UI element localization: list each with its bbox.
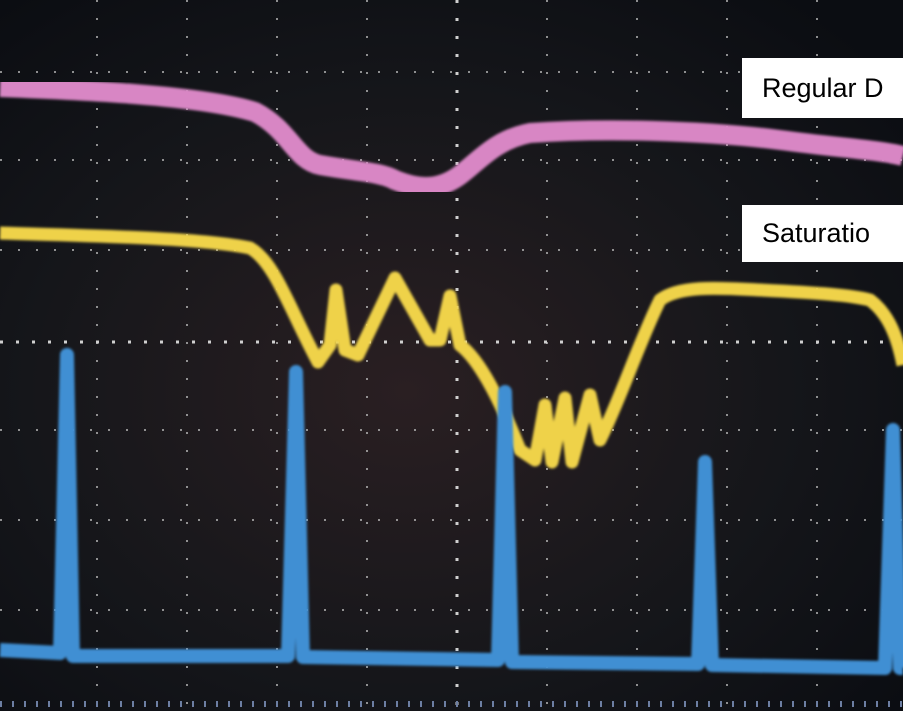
saturation-label: Saturatio	[762, 218, 870, 248]
regular-label: Regular D	[762, 73, 884, 103]
oscilloscope-photo: Regular D Saturatio	[0, 0, 903, 711]
